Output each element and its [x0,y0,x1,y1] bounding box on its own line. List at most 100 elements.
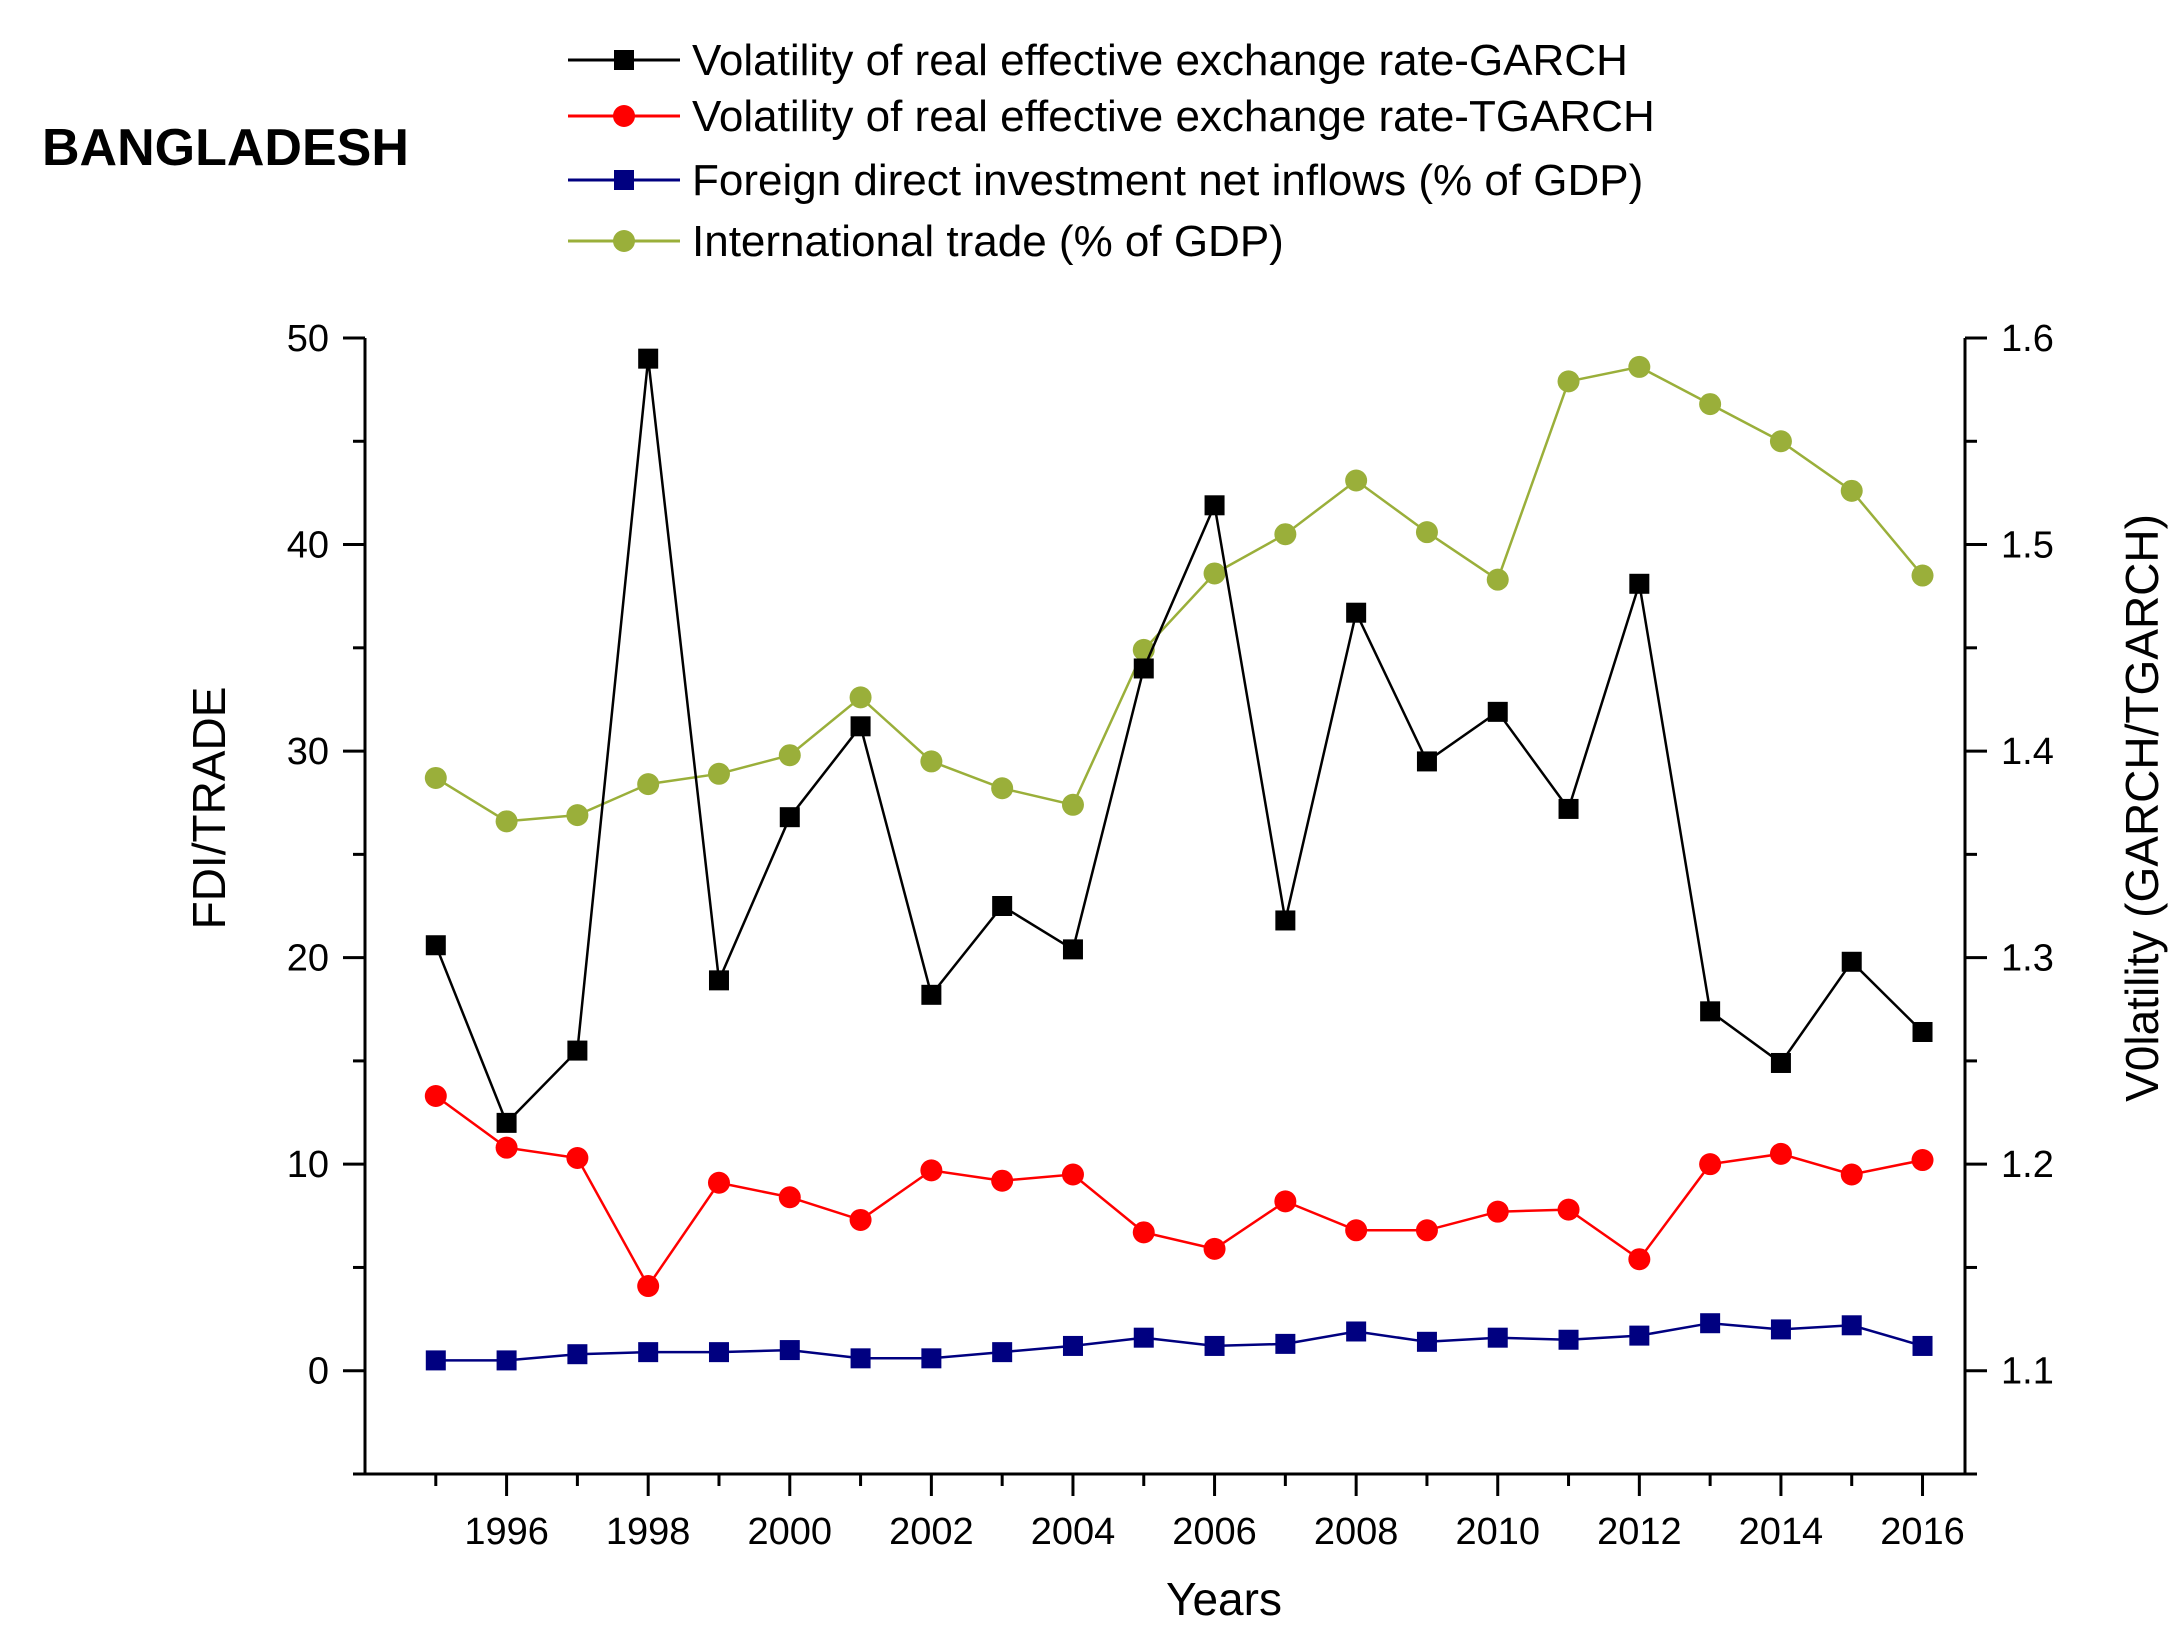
data-point [424,1085,447,1108]
data-point [1486,568,1509,591]
data-point [779,807,800,828]
data-point [1203,1237,1226,1260]
data-point [1416,751,1437,772]
x-tick-label: 2014 [1739,1511,1824,1553]
data-point [1700,1001,1721,1022]
data-point [637,1275,660,1298]
legend-label: International trade (% of GDP) [692,217,1284,266]
data-point [1133,658,1154,679]
data-point [1629,573,1650,594]
x-axis-title: Years [1166,1573,1282,1625]
chart-title: BANGLADESH [42,119,409,177]
data-point [1132,1221,1155,1244]
data-point [991,777,1014,800]
y-left-tick-label: 30 [287,731,329,773]
data-point [1415,521,1438,544]
data-point [1628,355,1651,378]
data-point [1346,1321,1367,1342]
data-point [1558,1329,1579,1350]
y-right-tick-label: 1.2 [2001,1144,2054,1186]
y-right-tick-label: 1.5 [2001,525,2054,567]
data-point [1558,798,1579,819]
series-layer [424,348,1934,1371]
data-point [1769,430,1792,453]
data-point [849,686,872,709]
legend-item: International trade (% of GDP) [568,217,1284,266]
x-tick-label: 2002 [889,1511,974,1553]
legend: Volatility of real effective exchange ra… [568,36,1655,266]
data-point [850,716,871,737]
series-line [434,358,1924,1126]
y-left-tick-label: 20 [287,938,329,980]
data-point [495,810,518,833]
data-point [707,762,730,785]
y-axis-left-title: FDI/TRADE [183,687,235,930]
data-point [1062,939,1083,960]
data-point [920,1159,943,1182]
series-line [435,1094,1923,1289]
data-point [1487,701,1508,722]
data-point [1840,1163,1863,1186]
data-point [425,935,446,956]
series-0 [425,348,1933,1133]
data-point [779,1340,800,1361]
data-point [1061,793,1084,816]
legend-item: Volatility of real effective exchange ra… [568,36,1628,85]
y-left-tick-label: 10 [287,1144,329,1186]
x-tick-label: 2012 [1597,1511,1682,1553]
data-point [566,804,589,827]
data-point [1133,1327,1154,1348]
y-left-tick-label: 0 [308,1351,329,1393]
data-point [1274,523,1297,546]
data-point [1274,1190,1297,1213]
data-point [920,750,943,773]
data-point [1628,1248,1651,1271]
data-point [1415,1219,1438,1242]
legend-marker [614,170,634,190]
legend-marker [613,230,635,252]
data-point [496,1350,517,1371]
data-point [1487,1327,1508,1348]
legend-marker [613,105,635,127]
data-point [1557,1198,1580,1221]
data-point [1912,1335,1933,1356]
data-point [1769,1142,1792,1165]
data-point [424,766,447,789]
data-point [849,1208,872,1231]
y-right-tick-label: 1.3 [2001,938,2054,980]
data-point [495,1136,518,1159]
data-point [637,773,660,796]
x-tick-label: 1998 [606,1511,691,1553]
data-point [992,896,1013,916]
data-point [1204,1335,1225,1356]
data-point [1557,370,1580,393]
data-point [1699,393,1722,416]
legend-marker [614,50,634,70]
data-point [496,1112,517,1133]
axes-layer: 0 10 20 30 40 50 1.1 1.2 1.3 1.4 1.5 1.6 1996 1998 200… [287,318,2054,1553]
y-left-tick-label: 50 [287,318,329,360]
data-point [1699,1153,1722,1176]
y-left-tick-label: 40 [287,525,329,567]
data-point [1346,602,1367,623]
data-point [1840,479,1863,502]
x-tick-label: 2016 [1880,1511,1965,1553]
y-right-tick-label: 1.6 [2001,318,2054,360]
series-line [435,365,1924,823]
series-1 [424,1085,1934,1298]
x-tick-label: 2010 [1455,1511,1540,1553]
legend-label: Foreign direct investment net inflows (%… [692,156,1643,205]
legend-item: Foreign direct investment net inflows (%… [568,156,1643,205]
legend-label: Volatility of real effective exchange ra… [692,92,1655,141]
data-point [778,1186,801,1209]
data-point [1275,1333,1296,1354]
x-tick-label: 1996 [464,1511,549,1553]
data-point [1841,951,1862,972]
data-point [1275,910,1296,931]
x-tick-label: 2000 [748,1511,833,1553]
series-line [435,1321,1923,1362]
data-point [1486,1200,1509,1223]
data-point [1841,1315,1862,1336]
plot-area: 0 10 20 30 40 50 1.1 1.2 1.3 1.4 1.5 1.6 1996 1998 200… [287,318,2054,1553]
data-point [1629,1325,1650,1346]
